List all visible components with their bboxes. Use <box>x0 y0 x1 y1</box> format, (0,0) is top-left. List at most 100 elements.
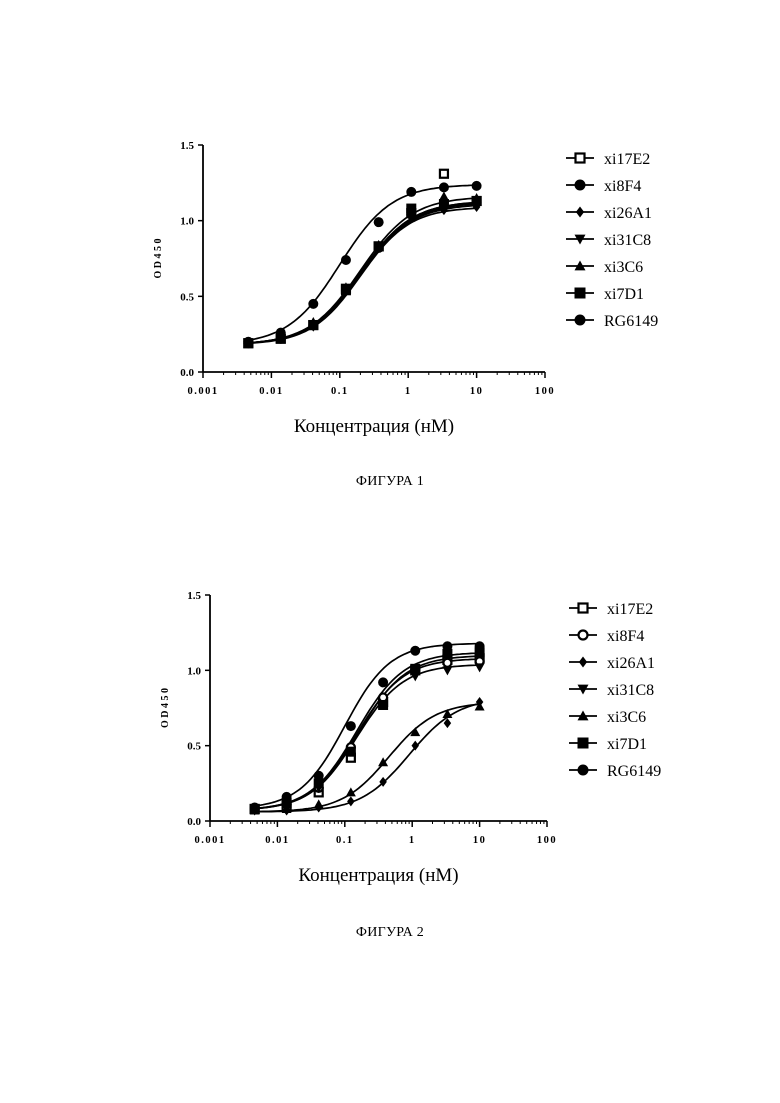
figure-1-caption: ФИГУРА 1 <box>0 474 780 490</box>
x-tick-label: 10 <box>473 835 487 846</box>
od450-chart-figure-2: 0.0 0.5 1.0 1.5 0.001 0.01 0.1 1 10 100 O D 4 5 0 К… <box>0 560 780 920</box>
legend-label: RG6149 <box>604 313 658 330</box>
data-point <box>341 285 351 295</box>
data-point <box>406 204 416 214</box>
data-point <box>314 799 324 808</box>
legend-label: xi31C8 <box>604 232 651 249</box>
data-point <box>440 170 448 178</box>
x-tick-label: 1 <box>409 835 416 846</box>
y-tick-label: 0.0 <box>187 816 201 828</box>
legend-label: xi26A1 <box>607 655 655 672</box>
data-point <box>374 217 384 227</box>
legend-label: xi8F4 <box>604 178 641 195</box>
data-point <box>374 241 384 251</box>
x-tick-label: 100 <box>535 386 555 397</box>
legend-item-xi7D1: xi7D1 <box>569 736 647 753</box>
data-point <box>250 802 260 812</box>
data-point <box>442 709 452 718</box>
legend-item-xi8F4: xi8F4 <box>566 178 641 195</box>
x-axis-label: Концентрация (нМ) <box>298 865 458 886</box>
y-axis-label: O D 4 5 0 <box>160 688 171 728</box>
legend-label: xi26A1 <box>604 205 652 222</box>
data-point <box>412 741 420 751</box>
data-point <box>346 721 356 731</box>
figure-1: 0.00.51.01.50.0010.010.1110100O D 4 5 0К… <box>0 0 780 520</box>
x-tick-label: 0.001 <box>187 386 218 397</box>
legend-marker <box>579 657 587 668</box>
series-xi8F4 <box>251 657 484 813</box>
legend-label: xi3C6 <box>607 709 646 726</box>
data-point <box>410 646 420 656</box>
legend-item-RG6149: RG6149 <box>569 763 661 780</box>
data-point <box>341 255 351 265</box>
y-tick-label: 0.5 <box>187 741 201 753</box>
legend-label: RG6149 <box>607 763 661 780</box>
data-point <box>308 320 318 330</box>
legend-marker <box>579 631 588 640</box>
od450-chart-figure-1: 0.00.51.01.50.0010.010.1110100O D 4 5 0К… <box>0 0 780 470</box>
figure-2-caption: ФИГУРА 2 <box>0 925 780 941</box>
y-tick-label: 1.0 <box>180 216 194 228</box>
legend-item-xi31C8: xi31C8 <box>569 682 654 699</box>
legend-label: xi17E2 <box>607 601 653 618</box>
data-point <box>378 700 388 710</box>
legend-marker <box>576 207 584 218</box>
legend-marker <box>575 180 586 191</box>
legend-item-xi3C6: xi3C6 <box>566 259 643 276</box>
figure-2: 0.0 0.5 1.0 1.5 0.001 0.01 0.1 1 10 100 O D 4 5 0 К… <box>0 560 780 960</box>
series-xi26A1 <box>245 202 481 348</box>
x-tick-label: 0.01 <box>265 835 289 846</box>
y-tick-label: 0.5 <box>180 291 194 303</box>
x-tick-label: 0.1 <box>331 386 349 397</box>
data-point <box>243 337 253 347</box>
data-point <box>410 664 420 674</box>
legend-marker <box>576 154 585 163</box>
data-point <box>442 666 452 675</box>
y-tick-label: 1.5 <box>180 140 194 152</box>
x-tick-label: 10 <box>470 386 484 397</box>
x-tick-label: 0.01 <box>259 386 283 397</box>
legend-label: xi7D1 <box>607 736 647 753</box>
legend-label: xi3C6 <box>604 259 643 276</box>
legend-item-xi17E2: xi17E2 <box>569 601 653 618</box>
data-point <box>442 641 452 651</box>
data-point <box>475 641 485 651</box>
legend-marker <box>578 738 589 749</box>
y-tick-label: 1.0 <box>187 665 201 677</box>
series-xi7D1 <box>250 647 485 814</box>
y-tick-label: 0.0 <box>180 367 194 379</box>
x-tick-label: 0.1 <box>336 835 354 846</box>
legend-label: xi31C8 <box>607 682 654 699</box>
y-axis-label: O D 4 5 0 <box>153 239 164 279</box>
legend-item-xi31C8: xi31C8 <box>566 232 651 249</box>
legend-marker <box>578 765 589 776</box>
x-tick-label: 1 <box>405 386 412 397</box>
fit-curve-xi17E2 <box>255 656 480 809</box>
legend-marker <box>579 604 588 613</box>
x-tick-label: 0.001 <box>194 835 225 846</box>
data-point <box>347 796 355 806</box>
data-point <box>346 747 356 757</box>
legend-item-xi3C6: xi3C6 <box>569 709 646 726</box>
legend-label: xi7D1 <box>604 286 644 303</box>
data-point <box>475 701 485 710</box>
legend-item-xi17E2: xi17E2 <box>566 151 650 168</box>
data-point <box>439 199 449 209</box>
data-point <box>308 299 318 309</box>
legend-item-RG6149: RG6149 <box>566 313 658 330</box>
data-point <box>472 196 482 206</box>
data-point <box>282 792 292 802</box>
fit-curve-xi7D1 <box>255 653 480 808</box>
legend-item-xi26A1: xi26A1 <box>566 205 652 222</box>
data-point <box>406 187 416 197</box>
series-xi17E2 <box>251 654 484 813</box>
legend-label: xi8F4 <box>607 628 644 645</box>
data-point <box>314 771 324 781</box>
series-xi31C8 <box>250 663 485 814</box>
legend-item-xi26A1: xi26A1 <box>569 655 655 672</box>
fit-curve-xi26A1 <box>248 208 476 343</box>
x-tick-label: 100 <box>537 835 557 846</box>
data-point <box>443 659 451 667</box>
fit-curve-xi8F4 <box>255 659 480 808</box>
y-tick-label: 1.5 <box>187 590 201 602</box>
